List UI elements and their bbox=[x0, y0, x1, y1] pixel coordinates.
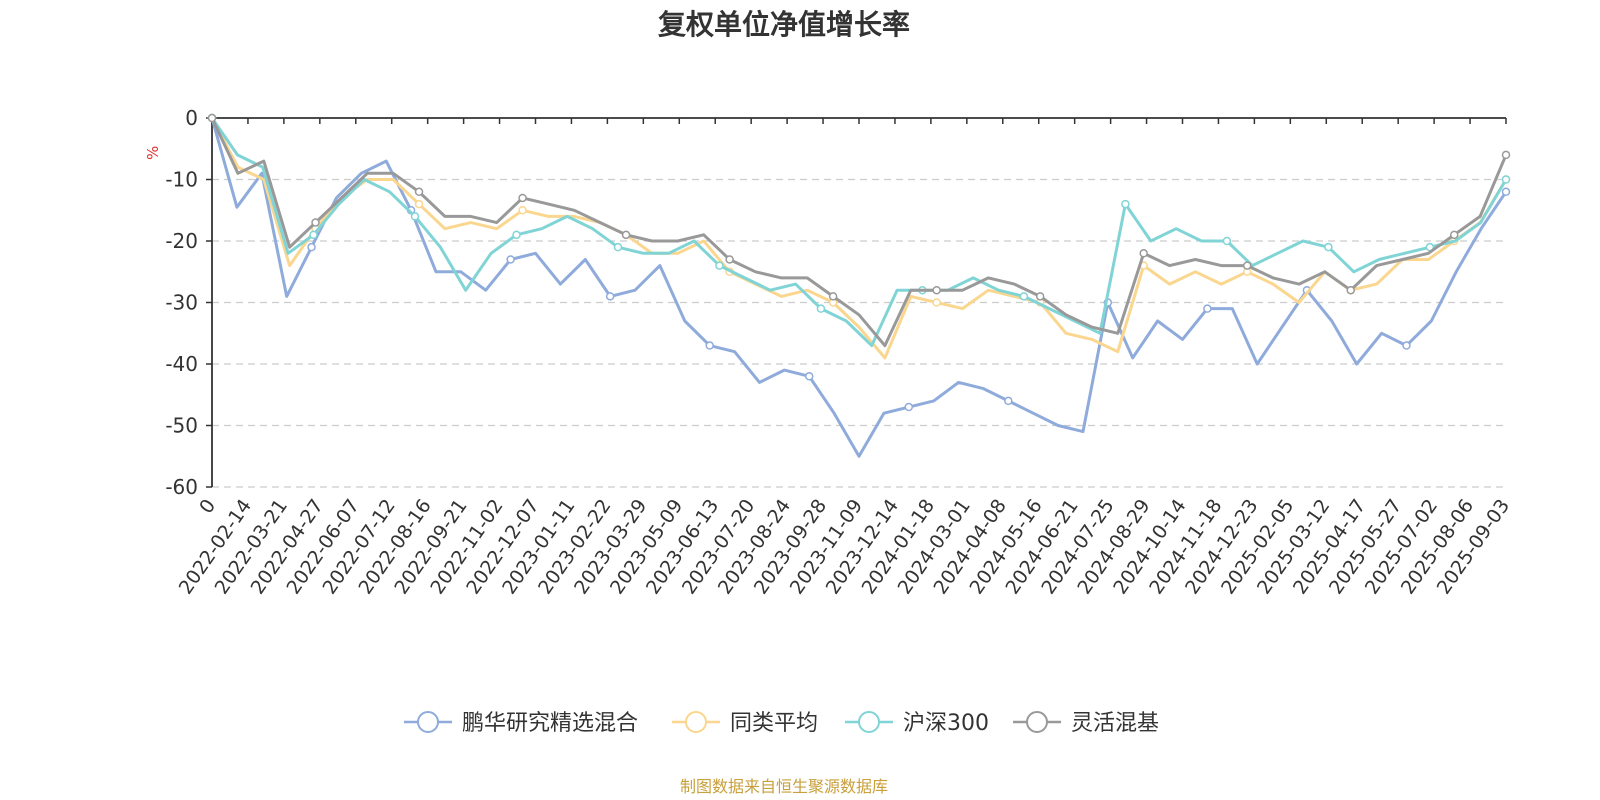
series-point bbox=[1324, 242, 1333, 252]
series-point bbox=[307, 242, 316, 252]
legend-marker bbox=[417, 711, 439, 733]
series-point bbox=[828, 292, 838, 301]
legend-label: 同类平均 bbox=[730, 711, 818, 736]
series-point bbox=[932, 298, 941, 307]
y-tick-label: -10 bbox=[165, 168, 198, 192]
series-point bbox=[410, 212, 420, 221]
series-point bbox=[1449, 230, 1459, 240]
source-note: 制图数据来自恒生聚源数据库 bbox=[680, 777, 888, 796]
series-point bbox=[621, 230, 631, 240]
legend-item[interactable]: 同类平均 bbox=[672, 711, 818, 736]
series-point bbox=[1501, 187, 1511, 197]
series-line bbox=[210, 117, 1508, 458]
series-point bbox=[1203, 304, 1212, 313]
series-point bbox=[605, 292, 615, 301]
series-point bbox=[1035, 292, 1045, 301]
series-point bbox=[309, 230, 318, 240]
series-point bbox=[518, 193, 527, 203]
series-point bbox=[414, 187, 424, 197]
series-point bbox=[1501, 150, 1511, 160]
series-point bbox=[932, 285, 941, 295]
series-0 bbox=[207, 113, 1511, 458]
series-point bbox=[1019, 292, 1029, 301]
series-point bbox=[512, 230, 521, 240]
legend-marker bbox=[858, 711, 880, 733]
series-point bbox=[705, 341, 714, 350]
series-point bbox=[207, 113, 217, 123]
y-tick-label: -50 bbox=[165, 414, 198, 438]
series-point bbox=[715, 261, 724, 270]
series-1 bbox=[207, 113, 1511, 360]
y-tick-label: -20 bbox=[165, 229, 198, 253]
series-point bbox=[1346, 285, 1355, 295]
legend[interactable]: 鹏华研究精选混合 同类平均 沪深300 灵活混基 bbox=[404, 711, 1159, 736]
legend-label: 灵活混基 bbox=[1071, 711, 1159, 736]
x-tick-label: 0 bbox=[195, 495, 220, 518]
series-point bbox=[311, 218, 320, 227]
series-point bbox=[506, 255, 515, 264]
series-point bbox=[1139, 249, 1148, 258]
series-point bbox=[725, 255, 734, 264]
series-point bbox=[1402, 341, 1411, 350]
legend-label: 鹏华研究精选混合 bbox=[462, 711, 638, 736]
series-layer bbox=[207, 113, 1511, 458]
series-2 bbox=[207, 113, 1511, 348]
y-tick-label: 0 bbox=[185, 106, 198, 130]
series-point bbox=[804, 372, 814, 381]
y-axis-ticks: 0 -10 -20 -30 -40 -50 -60 bbox=[165, 106, 212, 499]
series-point bbox=[518, 206, 527, 215]
series-point bbox=[1004, 396, 1013, 406]
series-point bbox=[816, 304, 826, 313]
series-point bbox=[904, 402, 914, 412]
legend-marker bbox=[685, 711, 707, 733]
y-tick-label: -40 bbox=[165, 352, 198, 376]
series-point bbox=[613, 242, 623, 252]
legend-item[interactable]: 沪深300 bbox=[845, 711, 989, 736]
x-axis-ticks: 02022-02-142022-03-212022-04-272022-06-0… bbox=[175, 118, 1514, 598]
y-axis-unit: % bbox=[144, 146, 162, 160]
legend-item[interactable]: 鹏华研究精选混合 bbox=[404, 711, 638, 736]
legend-marker bbox=[1026, 711, 1048, 733]
series-line bbox=[210, 117, 1508, 360]
y-tick-label: -30 bbox=[165, 291, 198, 315]
series-line bbox=[210, 117, 1508, 348]
series-point bbox=[1121, 199, 1130, 209]
series-point bbox=[414, 199, 424, 209]
chart-title: 复权单位净值增长率 bbox=[658, 8, 910, 41]
legend-label: 沪深300 bbox=[903, 711, 989, 736]
y-tick-label: -60 bbox=[165, 475, 198, 499]
series-3 bbox=[207, 113, 1511, 348]
legend-item[interactable]: 灵活混基 bbox=[1013, 711, 1159, 736]
series-point bbox=[1242, 261, 1252, 270]
series-line bbox=[210, 117, 1508, 348]
series-point bbox=[1222, 236, 1232, 246]
series-point bbox=[1501, 175, 1511, 184]
